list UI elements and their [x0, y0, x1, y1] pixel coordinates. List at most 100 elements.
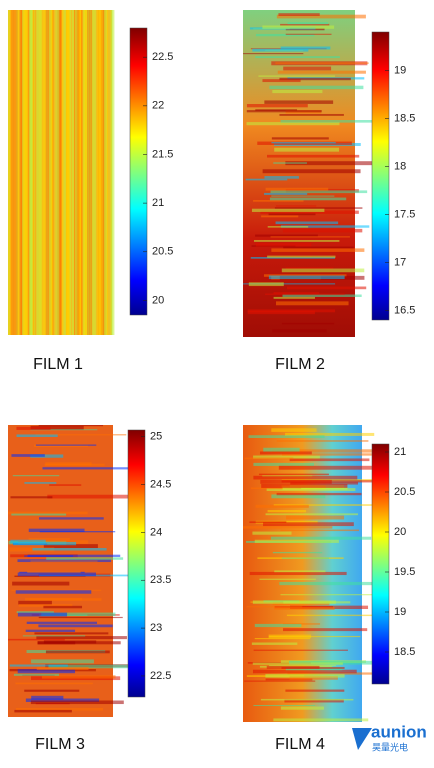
texture-streak	[286, 286, 367, 290]
texture-streak	[260, 210, 359, 214]
texture-streak	[36, 667, 89, 671]
texture-streak	[252, 531, 292, 535]
texture-streak	[281, 322, 335, 325]
texture-streak	[9, 547, 55, 552]
texture-streak	[12, 475, 60, 477]
texture-streak	[283, 66, 332, 71]
texture-streak	[274, 207, 363, 209]
texture-streak	[248, 435, 325, 439]
colorbar-tick-label: 20	[394, 526, 406, 538]
texture-streak	[265, 293, 345, 295]
texture-streak	[27, 570, 81, 573]
texture-streak	[274, 147, 340, 152]
texture-streak	[252, 669, 357, 674]
texture-streak	[25, 10, 29, 335]
texture-streak	[43, 544, 98, 549]
texture-streak	[289, 458, 370, 462]
texture-streak	[244, 680, 316, 682]
texture-streak	[262, 25, 335, 29]
texture-streak	[253, 239, 340, 242]
texture-streak	[272, 329, 327, 333]
colorbar	[371, 443, 390, 685]
texture-streak	[282, 486, 348, 490]
texture-streak	[45, 650, 110, 654]
texture-streak	[250, 487, 302, 490]
texture-streak	[253, 200, 304, 202]
texture-streak	[252, 662, 343, 665]
texture-streak	[13, 673, 60, 676]
colorbar-tick-label: 18.5	[394, 112, 415, 124]
texture-streak	[259, 578, 316, 580]
texture-streak	[258, 473, 329, 476]
texture-streak	[8, 10, 13, 335]
texture-streak	[268, 275, 345, 280]
colorbar-tick-label: 17	[394, 256, 406, 268]
texture-streak	[271, 428, 317, 432]
texture-streak	[271, 141, 336, 144]
texture-streak	[30, 425, 84, 430]
texture-streak	[271, 248, 365, 252]
colorbar-tick-label: 24	[150, 526, 162, 538]
texture-streak	[278, 465, 378, 470]
texture-streak	[18, 604, 73, 607]
texture-streak	[8, 10, 10, 335]
texture-streak	[91, 10, 96, 335]
texture-streak	[16, 426, 51, 430]
texture-streak	[258, 75, 336, 77]
texture-streak	[265, 674, 345, 678]
texture-streak	[276, 440, 369, 442]
texture-streak	[88, 10, 93, 335]
texture-streak	[280, 594, 387, 596]
logo-icon	[352, 728, 372, 750]
texture-streak	[273, 504, 380, 506]
texture-streak	[22, 10, 24, 335]
texture-streak	[17, 10, 20, 335]
texture-streak	[281, 480, 387, 483]
texture-streak	[267, 255, 336, 258]
texture-streak	[271, 494, 326, 499]
texture-streak	[17, 612, 68, 617]
colorbar-tick-label: 19	[394, 64, 406, 76]
texture-streak	[285, 515, 345, 520]
colorbar-tick-label: 25	[150, 431, 162, 443]
texture-streak	[35, 444, 97, 446]
texture-streak	[49, 484, 82, 486]
texture-streak	[10, 496, 53, 499]
texture-streak	[60, 10, 64, 335]
colorbar	[127, 429, 146, 698]
texture-streak	[270, 236, 350, 238]
texture-streak	[22, 10, 27, 335]
texture-streak	[254, 623, 302, 628]
texture-streak	[246, 606, 303, 608]
texture-streak	[18, 600, 52, 605]
texture-streak	[243, 283, 336, 285]
texture-streak	[24, 482, 57, 484]
texture-streak	[243, 53, 304, 55]
texture-streak	[27, 554, 121, 557]
texture-streak	[255, 234, 318, 237]
texture-streak	[15, 590, 92, 594]
texture-streak	[255, 56, 340, 59]
texture-streak	[252, 48, 309, 52]
texture-streak	[17, 572, 96, 577]
colorbar-tick-label: 20.5	[152, 246, 173, 258]
texture-streak	[255, 504, 309, 508]
heatmap-chart: FILM 3 22.5 23 23.5 24 24.5 25	[35, 429, 171, 753]
colorbar-tick-label: 18	[394, 160, 406, 172]
texture-streak	[273, 718, 369, 722]
texture-streak	[16, 434, 58, 438]
texture-streak	[38, 616, 123, 619]
texture-streak	[47, 494, 140, 499]
texture-streak	[31, 659, 94, 664]
texture-streak	[272, 89, 323, 94]
texture-streak	[9, 664, 68, 667]
texture-streak	[244, 457, 294, 460]
texture-streak	[273, 292, 320, 294]
texture-streak	[24, 689, 80, 692]
texture-streak	[273, 296, 315, 299]
texture-streak	[15, 707, 104, 711]
texture-streak	[17, 669, 76, 674]
texture-streak	[280, 120, 382, 123]
texture-streak	[255, 242, 312, 247]
